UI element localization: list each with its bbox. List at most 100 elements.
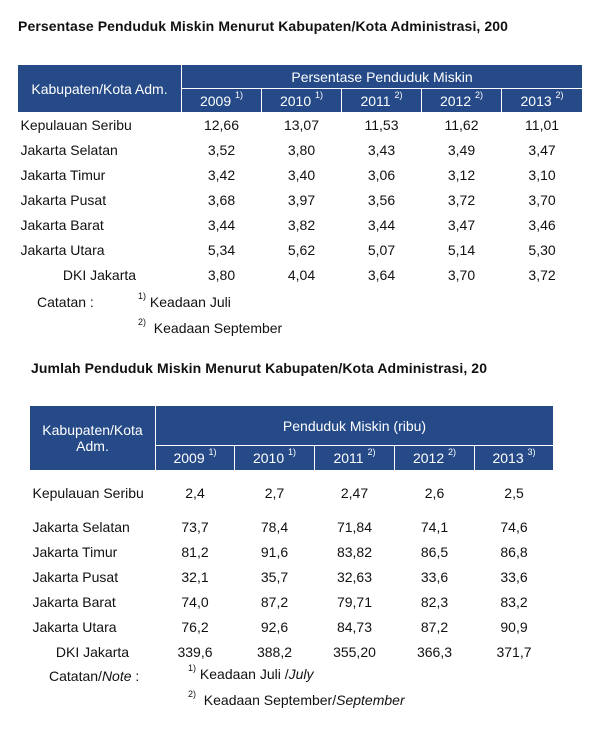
row-label: Jakarta Utara (20, 242, 105, 258)
table-cell: 3,72 (447, 192, 476, 208)
table-cell: 3,70 (447, 267, 476, 283)
table-cell: 5,62 (287, 242, 316, 258)
table-cell: 3,42 (207, 167, 236, 183)
table2-note-2: 2) Keadaan September/September (188, 689, 405, 708)
table-row: Jakarta Timur 81,2 91,6 83,82 86,5 86,8 (30, 540, 554, 565)
table-row: Jakarta Barat 74,0 87,2 79,71 82,3 83,2 (30, 590, 554, 615)
table-cell: 11,01 (525, 117, 560, 134)
row-label: DKI Jakarta (55, 643, 130, 660)
table1-year-4: 2013 2) (500, 88, 584, 113)
table2-year-2: 2011 2) (314, 445, 395, 471)
table-cell: 33,6 (500, 569, 528, 585)
table-cell: 79,71 (336, 594, 373, 610)
table-cell: 90,9 (500, 619, 528, 635)
table2-header-group: Penduduk Miskin (ribu) (154, 405, 555, 446)
table-cell: 83,82 (336, 544, 373, 560)
table-cell: 3,49 (447, 142, 476, 158)
table-row: Kepulauan Seribu 2,4 2,7 2,47 2,6 2,5 (30, 471, 554, 515)
table-cell: 3,47 (528, 142, 556, 158)
table-cell: 5,14 (447, 242, 476, 258)
row-label: Jakarta Pusat (20, 192, 107, 208)
table-cell: 87,2 (420, 619, 449, 635)
table-cell: 3,47 (447, 217, 476, 233)
row-label: Jakarta Barat (32, 594, 116, 610)
table-cell: 3,64 (367, 267, 396, 283)
table-cell: 3,44 (367, 217, 396, 233)
row-label: Jakarta Barat (20, 217, 104, 233)
table-cell: 4,04 (287, 267, 316, 283)
table-row: Jakarta Selatan 73,7 78,4 71,84 74,1 74,6 (30, 515, 554, 540)
table-cell: 3,10 (528, 167, 556, 183)
table-row: Jakarta Utara 5,34 5,62 5,07 5,14 5,30 (18, 238, 583, 263)
table-cell: 33,6 (420, 569, 449, 585)
row-label: Kepulauan Seribu (20, 117, 132, 134)
table-cell: 5,30 (528, 242, 556, 258)
table1-note-2: 2) Keadaan September (138, 317, 283, 336)
table2-note-1: 1) Keadaan Juli /July (188, 663, 314, 682)
table-row: DKI Jakarta 3,80 4,04 3,64 3,70 3,72 (18, 263, 583, 288)
table-cell: 71,84 (336, 519, 373, 535)
table-row: Kepulauan Seribu 12,66 13,07 11,53 11,62 11,0… (18, 113, 583, 138)
row-label: Jakarta Selatan (32, 519, 130, 535)
table-cell: 388,2 (256, 643, 293, 660)
table-cell: 339,6 (177, 643, 213, 660)
table-cell: 3,52 (207, 142, 236, 158)
table-cell: 86,8 (500, 544, 528, 560)
row-label: DKI Jakarta (62, 267, 137, 283)
table-cell: 2,47 (340, 484, 369, 501)
table-cell: 81,2 (181, 544, 209, 560)
table1-year-2: 2011 2) (341, 88, 422, 113)
table-row: Jakarta Utara 76,2 92,6 84,73 87,2 90,9 (30, 615, 554, 640)
row-label: Kepulauan Seribu (32, 484, 144, 501)
table2-year-1: 2010 1) (234, 445, 315, 471)
table1-notes-label: Catatan : (37, 294, 94, 310)
table-cell: 78,4 (260, 519, 289, 535)
row-label: Jakarta Pusat (32, 569, 119, 585)
table-cell: 5,34 (207, 242, 236, 258)
table-cell: 84,73 (336, 619, 373, 635)
table-cell: 2,7 (264, 484, 285, 501)
table-cell: 35,7 (260, 569, 289, 585)
table-cell: 3,80 (207, 267, 236, 283)
table-cell: 87,2 (260, 594, 289, 610)
table2-header-kabupaten: Kabupaten/Kota Adm. (29, 405, 156, 471)
table1-year-1: 2010 1) (261, 88, 342, 113)
table-cell: 3,43 (367, 142, 396, 158)
table-row: Jakarta Pusat 32,1 35,7 32,63 33,6 33,6 (30, 565, 554, 590)
row-label: Jakarta Timur (32, 544, 118, 560)
table-cell: 3,12 (447, 167, 476, 183)
table-cell: 3,97 (287, 192, 316, 208)
table-cell: 74,0 (181, 594, 209, 610)
table1-title: Persentase Penduduk Miskin Menurut Kabup… (18, 18, 509, 34)
table-cell: 86,5 (420, 544, 449, 560)
table2-year-4: 2013 3) (473, 445, 555, 471)
table-cell: 366,3 (416, 643, 453, 660)
table-cell: 73,7 (181, 519, 209, 535)
table-cell: 12,66 (203, 117, 240, 134)
row-label: Jakarta Timur (20, 167, 106, 183)
table-cell: 83,2 (500, 594, 528, 610)
table-cell: 32,1 (181, 569, 209, 585)
table-cell: 3,46 (528, 217, 556, 233)
table2-notes-label: Catatan/Note : (49, 668, 140, 684)
table-cell: 3,68 (207, 192, 236, 208)
table-cell: 91,6 (260, 544, 289, 560)
table-cell: 3,06 (367, 167, 396, 183)
table-cell: 3,56 (367, 192, 396, 208)
table-cell: 74,1 (420, 519, 449, 535)
table1-percentage: Kabupaten/Kota Adm. Persentase Penduduk … (17, 64, 584, 288)
table2-title: Jumlah Penduduk Miskin Menurut Kabupaten… (31, 360, 488, 376)
table-cell: 92,6 (260, 619, 289, 635)
table-cell: 3,80 (287, 142, 316, 158)
table-cell: 355,20 (333, 643, 376, 660)
table1-note-1: 1) Keadaan Juli (138, 291, 231, 310)
table-cell: 82,3 (420, 594, 449, 610)
table-cell: 3,44 (207, 217, 236, 233)
table-cell: 11,53 (364, 117, 399, 134)
table1-header-group: Persentase Penduduk Miskin (180, 64, 584, 89)
table-cell: 2,4 (185, 484, 205, 501)
table-row: Jakarta Pusat 3,68 3,97 3,56 3,72 3,70 (18, 188, 583, 213)
table-row: Jakarta Selatan 3,52 3,80 3,43 3,49 3,47 (18, 138, 583, 163)
table-cell: 74,6 (500, 519, 528, 535)
table-cell: 76,2 (181, 619, 209, 635)
